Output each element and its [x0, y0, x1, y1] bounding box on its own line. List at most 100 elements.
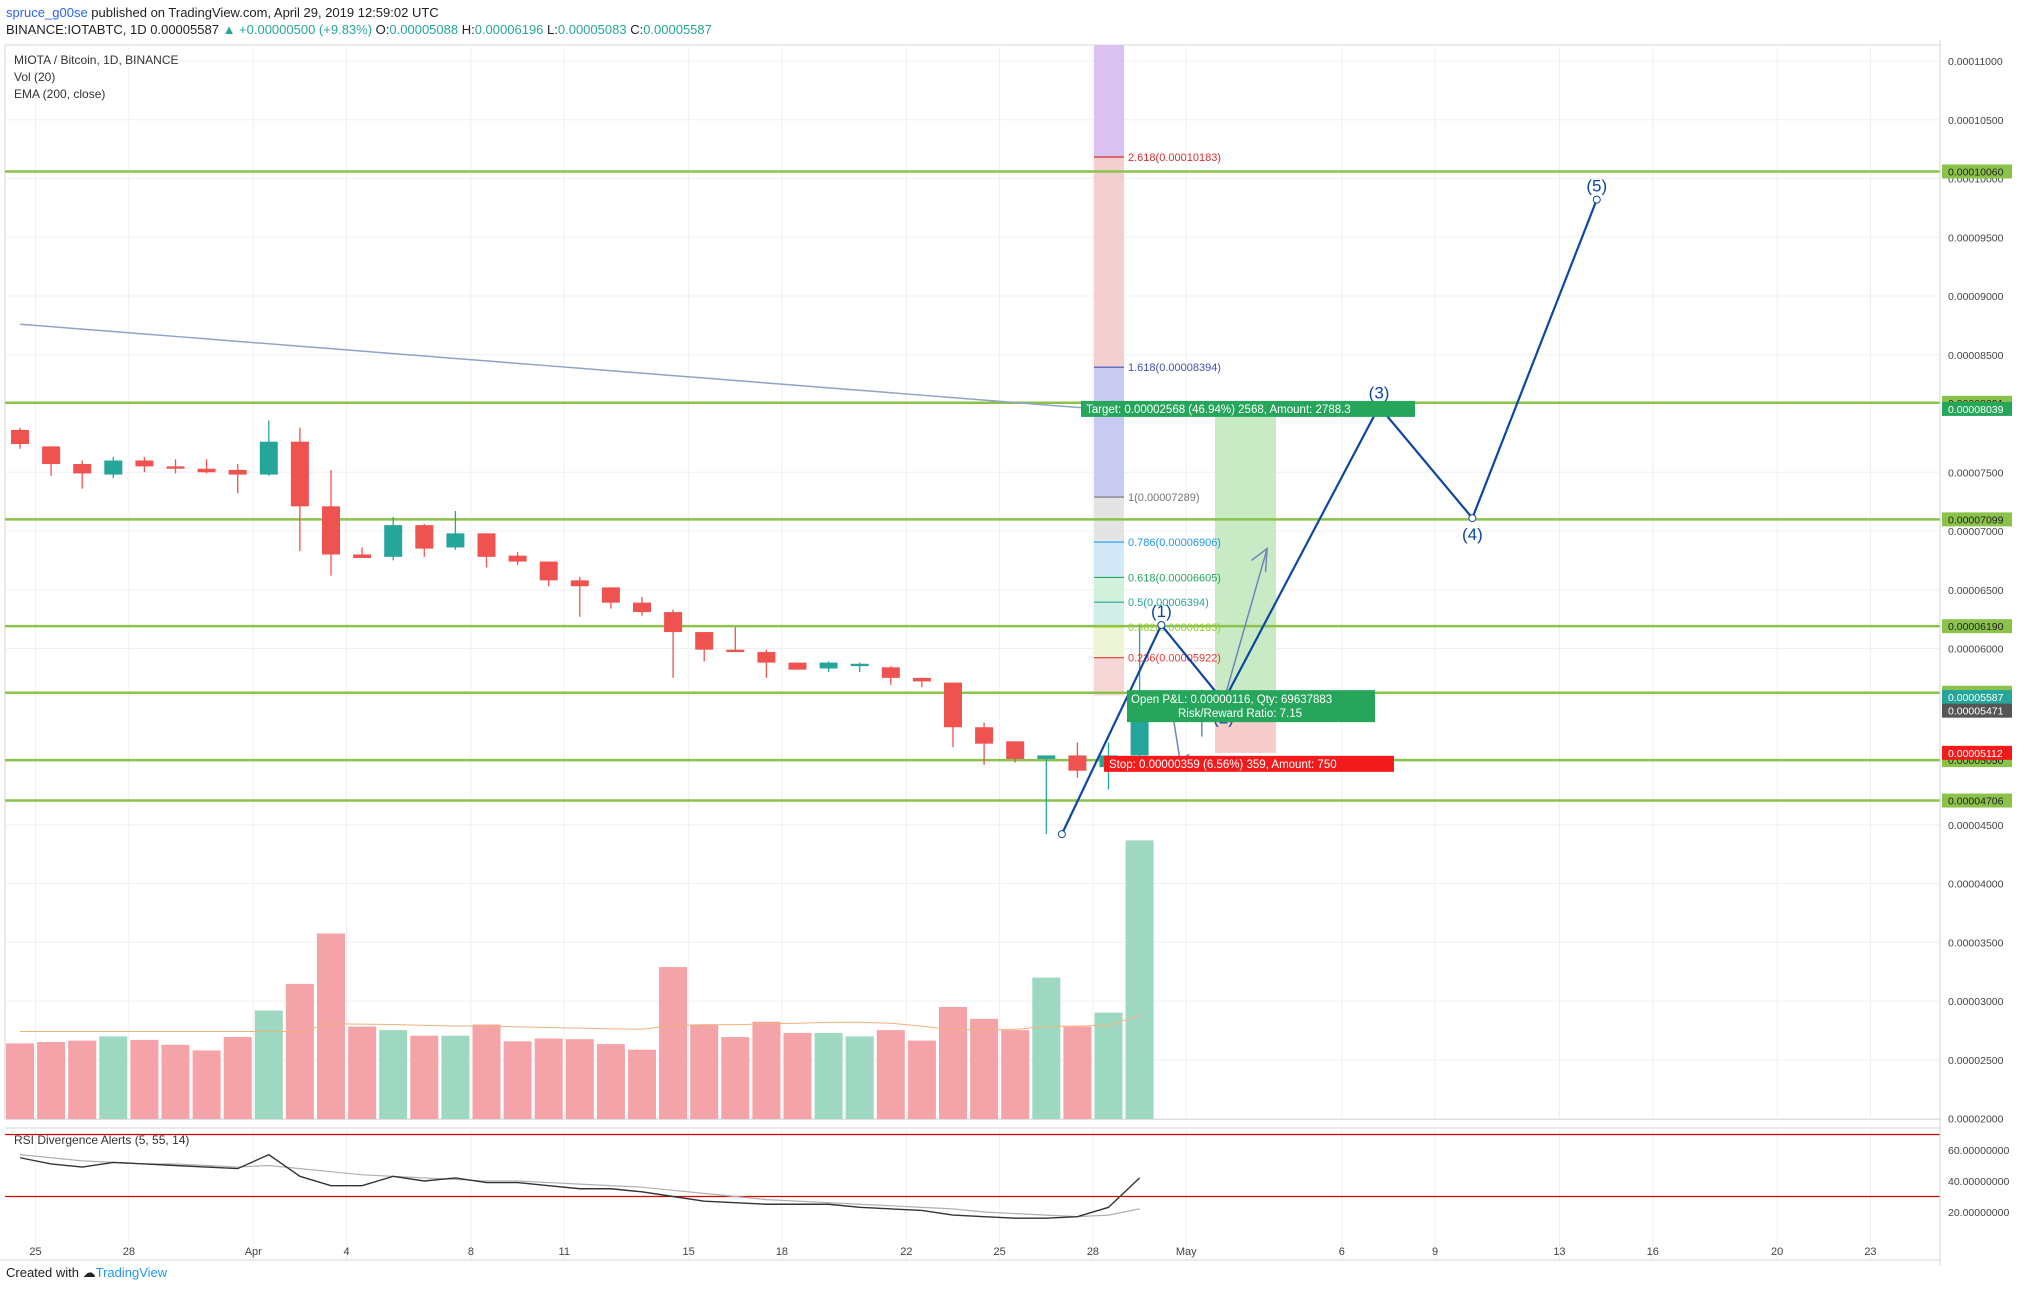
- price-chart[interactable]: 2.618(0.00010183) 1.618(0.00008394) 1(0.00…: [0, 40, 2026, 1265]
- publish-info: published on TradingView.com, April 29, …: [91, 5, 439, 20]
- legend-rsi: RSI Divergence Alerts (5, 55, 14): [14, 1133, 189, 1147]
- fib-level-label: 0.236(0.00005922): [1128, 653, 1221, 665]
- volume-bar: [99, 1036, 128, 1119]
- wave-point: [1057, 830, 1066, 839]
- price-tag-bg: [1942, 745, 2012, 760]
- fib-zone-0786: [1094, 542, 1124, 578]
- rsi-tick-label: 40.00000000: [1948, 1176, 2009, 1188]
- plot-frame: [4, 44, 1941, 1120]
- footer-brand[interactable]: TradingView: [95, 1265, 168, 1280]
- level-tag: 0.00007099: [1948, 514, 2004, 526]
- x-tick-label: 13: [1553, 1246, 1565, 1258]
- volume-bar: [628, 1049, 656, 1119]
- volume-bar: [130, 1039, 159, 1119]
- fib-zone-05: [1094, 602, 1124, 627]
- y-tick-label: 0.00010500: [1948, 115, 2004, 127]
- candle-body: [446, 533, 465, 548]
- rsi-tick-label: 60.00000000: [1948, 1145, 2009, 1157]
- chart-axes: 0.000110000.000105000.000100000.00009500…: [0, 40, 2012, 1265]
- y-tick-label: 0.00002000: [1948, 1114, 2004, 1126]
- wave-point: [1592, 195, 1601, 204]
- fib-level-label: 0.382(0.00006183): [1128, 622, 1221, 634]
- candle-body: [539, 561, 558, 581]
- target-label-bg: [1081, 400, 1415, 417]
- candle-body: [757, 652, 776, 663]
- y-tick-label: 0.00006000: [1948, 644, 2004, 656]
- volume-bar: [939, 1007, 967, 1119]
- wave-path: [1060, 199, 1598, 835]
- volume-bar: [814, 1032, 843, 1119]
- candle-body: [384, 525, 403, 557]
- x-tick-label: 9: [1432, 1246, 1438, 1258]
- volume-bar: [254, 1010, 283, 1119]
- y-tick-label: 0.00009000: [1948, 291, 2004, 303]
- author-link[interactable]: spruce_g00se: [6, 5, 88, 20]
- price-change: ▲ +0.00000500 (+9.83%): [222, 22, 373, 37]
- x-tick-label: 18: [776, 1246, 788, 1258]
- fib-zone-0236: [1094, 657, 1124, 696]
- candle-body: [228, 469, 247, 475]
- candle-body: [633, 602, 651, 613]
- pnl-label-bg: [1127, 690, 1375, 723]
- low-label: L:: [547, 22, 558, 37]
- price-tag-bg: [1942, 703, 2012, 718]
- volume-bar: [845, 1036, 874, 1119]
- ema-200-line: [19, 323, 1140, 414]
- y-tick-label: 0.00004500: [1948, 820, 2004, 832]
- fib-zone-1618: [1094, 367, 1124, 498]
- fib-zone-top: [1094, 45, 1124, 157]
- candle-body: [353, 554, 372, 559]
- y-tick-label: 0.00009500: [1948, 232, 2004, 244]
- last-price: 0.00005587: [150, 22, 219, 37]
- wave-label: (3): [1369, 383, 1390, 402]
- fib-level-label: 1.618(0.00008394): [1128, 362, 1221, 374]
- x-tick-label: 6: [1339, 1246, 1345, 1258]
- volume-ma-line: [20, 1014, 1140, 1032]
- projection-arrow: [1222, 548, 1268, 702]
- volume-bar: [1094, 1012, 1123, 1119]
- candle-body: [508, 555, 527, 562]
- price-tag: 0.00005471: [1948, 706, 2004, 718]
- volume-bars: [6, 840, 1154, 1119]
- price-tag: 0.00005587: [1948, 692, 2004, 704]
- candle-body: [912, 677, 931, 682]
- chart-header: spruce_g00se published on TradingView.co…: [0, 0, 2026, 40]
- y-tick-label: 0.00011000: [1948, 56, 2003, 68]
- volume-bar: [503, 1041, 532, 1119]
- volume-bar: [783, 1032, 812, 1119]
- candle-body: [850, 663, 869, 667]
- level-tag: 0.00006190: [1948, 621, 2004, 633]
- rsi-pane: [5, 1133, 1940, 1219]
- volume-bar: [565, 1039, 594, 1119]
- volume-bar: [534, 1038, 563, 1119]
- fib-level-label: 0.618(0.00006605): [1128, 572, 1221, 584]
- candle-body: [322, 506, 340, 555]
- tradingview-logo-icon: ☁: [82, 1265, 96, 1280]
- volume-bar: [970, 1018, 999, 1119]
- footer-created: Created with: [6, 1265, 79, 1280]
- volume-bar: [192, 1050, 221, 1119]
- fib-zone-2618: [1094, 156, 1124, 368]
- fib-zone-0382: [1094, 626, 1124, 658]
- fib-level-label: 2.618(0.00010183): [1128, 152, 1221, 164]
- price-tag: 0.00005112: [1948, 748, 2003, 760]
- price-tag-bg: [1942, 690, 2012, 705]
- y-tick-label: 0.00002500: [1948, 1055, 2004, 1067]
- volume-bar: [410, 1035, 439, 1119]
- volume-bar: [348, 1026, 377, 1119]
- y-tick-label: 0.00004000: [1948, 879, 2004, 891]
- candle-body: [881, 667, 900, 678]
- x-tick-label: 28: [1087, 1246, 1099, 1258]
- wave-label: (4): [1462, 525, 1483, 544]
- candle-body: [601, 587, 620, 603]
- level-tag: 0.00004706: [1948, 796, 2004, 808]
- volume-bar: [37, 1042, 66, 1119]
- volume-bar: [721, 1037, 750, 1119]
- x-tick-label: 28: [123, 1246, 135, 1258]
- y-tick-label: 0.00003000: [1948, 996, 2004, 1008]
- level-tag-bg: [1942, 512, 2012, 527]
- long-position-tool[interactable]: Target: 0.00002568 (46.94%) 2568, Amount…: [1081, 400, 1415, 772]
- candle-body: [104, 460, 123, 475]
- footer: Created with ☁TradingView: [6, 1265, 167, 1281]
- ema-line: [19, 323, 1140, 414]
